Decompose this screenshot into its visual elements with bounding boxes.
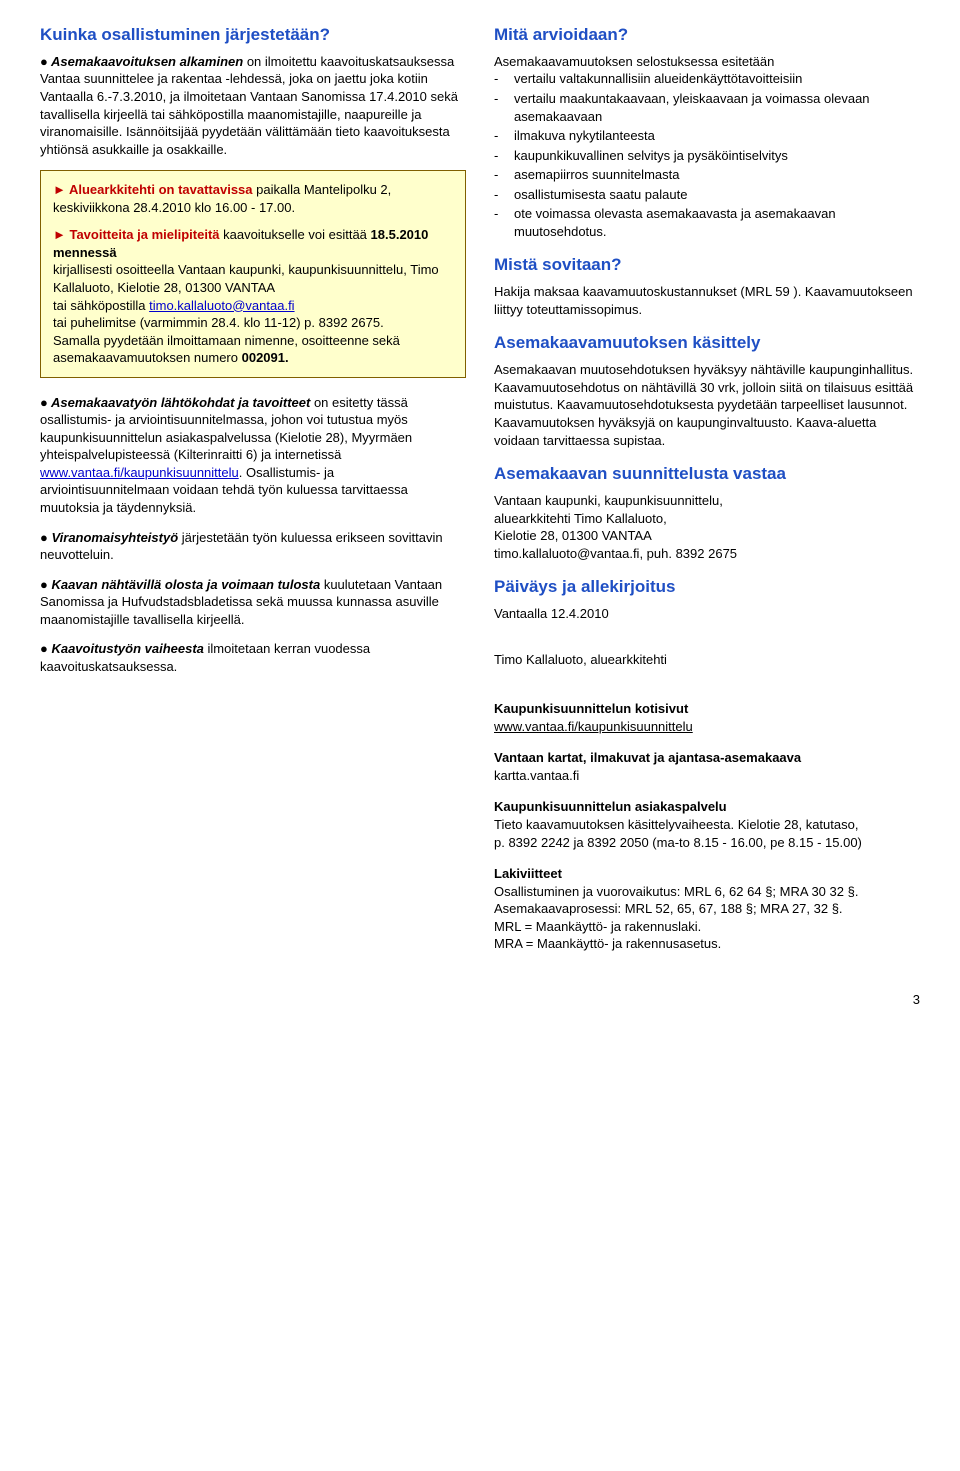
footer-block-4: Lakiviitteet Osallistuminen ja vuorovaik… bbox=[494, 865, 920, 953]
box-para-2: ► Tavoitteita ja mielipiteitä kaavoituks… bbox=[53, 226, 453, 366]
right-p5: Vantaalla 12.4.2010 bbox=[494, 605, 920, 623]
box-p1-lead: ► Aluearkkitehti on tavattavissa bbox=[53, 182, 253, 197]
page-number: 3 bbox=[40, 991, 920, 1009]
right-p4d: timo.kallaluoto@vantaa.fi, puh. 8392 267… bbox=[494, 545, 920, 563]
right-heading-2: Mistä sovitaan? bbox=[494, 254, 920, 277]
dash-icon: - bbox=[494, 186, 504, 204]
left-para-2: ● Asemakaavatyön lähtökohdat ja tavoitte… bbox=[40, 394, 466, 517]
right-p4c: Kielotie 28, 01300 VANTAA bbox=[494, 527, 920, 545]
list-item-text: osallistumisesta saatu palaute bbox=[514, 186, 920, 204]
left-para-1: ● Asemakaavoituksen alkaminen on ilmoite… bbox=[40, 53, 466, 158]
two-column-layout: Kuinka osallistuminen järjestetään? ● As… bbox=[40, 24, 920, 967]
evaluation-list: -vertailu valtakunnallisiin alueidenkäyt… bbox=[494, 70, 920, 240]
list-item: -kaupunkikuvallinen selvitys ja pysäköin… bbox=[494, 147, 920, 165]
section-kasittely: Asemakaavamuutoksen käsittely Asemakaava… bbox=[494, 332, 920, 449]
box-p2-num: 002091. bbox=[242, 350, 289, 365]
dash-icon: - bbox=[494, 90, 504, 125]
list-item: -ote voimassa olevasta asemakaavasta ja … bbox=[494, 205, 920, 240]
right-intro: Asemakaavamuutoksen selostuksessa esitet… bbox=[494, 53, 920, 71]
section-arvioidaan: Mitä arvioidaan? Asemakaavamuutoksen sel… bbox=[494, 24, 920, 240]
footer4-heading: Lakiviitteet bbox=[494, 865, 920, 883]
left-para-5: ● Kaavoitustyön vaiheesta ilmoitetaan ke… bbox=[40, 640, 466, 675]
left-para-4: ● Kaavan nähtävillä olosta ja voimaan tu… bbox=[40, 576, 466, 629]
dash-icon: - bbox=[494, 147, 504, 165]
left-p1-rest: on ilmoitettu kaavoituskatsauksessa Vant… bbox=[40, 54, 458, 157]
list-item: -ilmakuva nykytilanteesta bbox=[494, 127, 920, 145]
footer4-text1: Osallistuminen ja vuorovaikutus: MRL 6, … bbox=[494, 883, 920, 901]
list-item-text: vertailu valtakunnallisiin alueidenkäytt… bbox=[514, 70, 920, 88]
signature: Timo Kallaluoto, aluearkkitehti bbox=[494, 651, 920, 669]
right-p4b: aluearkkitehti Timo Kallaluoto, bbox=[494, 510, 920, 528]
footer-block-1: Kaupunkisuunnittelun kotisivut www.vanta… bbox=[494, 700, 920, 735]
right-p2: Hakija maksaa kaavamuutoskustannukset (M… bbox=[494, 283, 920, 318]
list-item: -asemapiirros suunnitelmasta bbox=[494, 166, 920, 184]
right-heading-4: Asemakaavan suunnittelusta vastaa bbox=[494, 463, 920, 486]
section-vastaa: Asemakaavan suunnittelusta vastaa Vantaa… bbox=[494, 463, 920, 562]
left-p2-lead: ● Asemakaavatyön lähtökohdat ja tavoitte… bbox=[40, 395, 310, 410]
left-heading-1: Kuinka osallistuminen järjestetään? bbox=[40, 24, 466, 47]
footer-block-3: Kaupunkisuunnittelun asiakaspalvelu Tiet… bbox=[494, 798, 920, 851]
footer2-text: kartta.vantaa.fi bbox=[494, 767, 920, 785]
dash-icon: - bbox=[494, 70, 504, 88]
footer3-text1: Tieto kaavamuutoksen käsittelyvaiheesta.… bbox=[494, 816, 920, 834]
list-item: -osallistumisesta saatu palaute bbox=[494, 186, 920, 204]
left-p5-lead: ● Kaavoitustyön vaiheesta bbox=[40, 641, 204, 656]
box-p2-rest-b: kirjallisesti osoitteella Vantaan kaupun… bbox=[53, 262, 439, 295]
footer1-text: www.vantaa.fi/kaupunkisuunnittelu bbox=[494, 718, 920, 736]
list-item: -vertailu valtakunnallisiin alueidenkäyt… bbox=[494, 70, 920, 88]
box-p2-line4: Samalla pyydetään ilmoittamaan nimenne, … bbox=[53, 333, 400, 366]
right-p3: Asemakaavan muutosehdotuksen hyväksyy nä… bbox=[494, 361, 920, 449]
box-para-1: ► Aluearkkitehti on tavattavissa paikall… bbox=[53, 181, 453, 216]
signature-text: Timo Kallaluoto, aluearkkitehti bbox=[494, 651, 920, 669]
dash-icon: - bbox=[494, 205, 504, 240]
left-p3-lead: ● Viranomaisyhteistyö bbox=[40, 530, 178, 545]
footer3-heading: Kaupunkisuunnittelun asiakaspalvelu bbox=[494, 798, 920, 816]
right-heading-5: Päiväys ja allekirjoitus bbox=[494, 576, 920, 599]
footer4-text2: Asemakaavaprosessi: MRL 52, 65, 67, 188 … bbox=[494, 900, 920, 918]
right-p4a: Vantaan kaupunki, kaupunkisuunnittelu, bbox=[494, 492, 920, 510]
box-p2-lead: ► Tavoitteita ja mielipiteitä bbox=[53, 227, 220, 242]
dash-icon: - bbox=[494, 166, 504, 184]
footer-block-2: Vantaan kartat, ilmakuvat ja ajantasa-as… bbox=[494, 749, 920, 784]
list-item-text: asemapiirros suunnitelmasta bbox=[514, 166, 920, 184]
footer2-heading: Vantaan kartat, ilmakuvat ja ajantasa-as… bbox=[494, 749, 920, 767]
section-sovitaan: Mistä sovitaan? Hakija maksaa kaavamuuto… bbox=[494, 254, 920, 318]
list-item: -vertailu maakuntakaavaan, yleiskaavaan … bbox=[494, 90, 920, 125]
left-p1-lead: ● Asemakaavoituksen alkaminen bbox=[40, 54, 243, 69]
list-item-text: ote voimassa olevasta asemakaavasta ja a… bbox=[514, 205, 920, 240]
box-p2-line3: tai puhelimitse (varmimmin 28.4. klo 11-… bbox=[53, 315, 384, 330]
left-p2-link[interactable]: www.vantaa.fi/kaupunkisuunnittelu bbox=[40, 465, 239, 480]
list-item-text: vertailu maakuntakaavaan, yleiskaavaan j… bbox=[514, 90, 920, 125]
footer3-text2: p. 8392 2242 ja 8392 2050 (ma-to 8.15 - … bbox=[494, 834, 920, 852]
highlight-box: ► Aluearkkitehti on tavattavissa paikall… bbox=[40, 170, 466, 377]
footer4-text3: MRL = Maankäyttö- ja rakennuslaki. bbox=[494, 918, 920, 936]
right-heading-1: Mitä arvioidaan? bbox=[494, 24, 920, 47]
right-column: Mitä arvioidaan? Asemakaavamuutoksen sel… bbox=[494, 24, 920, 967]
left-para-3: ● Viranomaisyhteistyö järjestetään työn … bbox=[40, 529, 466, 564]
box-p2-rest-a: kaavoitukselle voi esittää bbox=[220, 227, 371, 242]
left-column: Kuinka osallistuminen järjestetään? ● As… bbox=[40, 24, 466, 967]
box-p2-line2a: tai sähköpostilla bbox=[53, 298, 149, 313]
box-email-link[interactable]: timo.kallaluoto@vantaa.fi bbox=[149, 298, 294, 313]
right-heading-3: Asemakaavamuutoksen käsittely bbox=[494, 332, 920, 355]
list-item-text: kaupunkikuvallinen selvitys ja pysäköint… bbox=[514, 147, 920, 165]
list-item-text: ilmakuva nykytilanteesta bbox=[514, 127, 920, 145]
dash-icon: - bbox=[494, 127, 504, 145]
footer4-text4: MRA = Maankäyttö- ja rakennusasetus. bbox=[494, 935, 920, 953]
left-p4-lead: ● Kaavan nähtävillä olosta ja voimaan tu… bbox=[40, 577, 320, 592]
footer1-heading: Kaupunkisuunnittelun kotisivut bbox=[494, 700, 920, 718]
section-paivays: Päiväys ja allekirjoitus Vantaalla 12.4.… bbox=[494, 576, 920, 622]
